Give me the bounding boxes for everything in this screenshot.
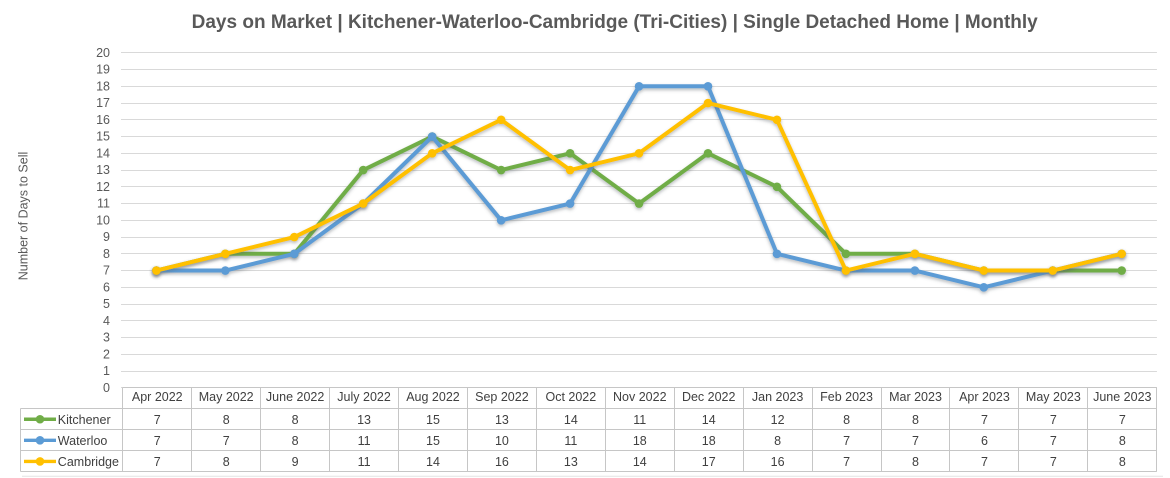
- svg-text:8: 8: [223, 413, 230, 427]
- svg-text:13: 13: [495, 413, 509, 427]
- svg-text:June 2023: June 2023: [1093, 390, 1151, 404]
- svg-text:9: 9: [103, 230, 110, 244]
- svg-text:11: 11: [358, 434, 371, 448]
- svg-text:Oct 2022: Oct 2022: [545, 390, 596, 404]
- svg-text:11: 11: [633, 413, 646, 427]
- svg-text:Number of Days to Sell: Number of Days to Sell: [16, 152, 30, 281]
- svg-text:Apr 2023: Apr 2023: [959, 390, 1010, 404]
- svg-text:1: 1: [103, 364, 110, 378]
- svg-text:13: 13: [96, 163, 110, 177]
- svg-text:8: 8: [1119, 434, 1126, 448]
- svg-text:7: 7: [103, 264, 110, 278]
- svg-text:7: 7: [154, 455, 161, 469]
- svg-text:8: 8: [843, 413, 850, 427]
- svg-text:12: 12: [771, 413, 785, 427]
- svg-text:5: 5: [103, 297, 110, 311]
- svg-text:Nov 2022: Nov 2022: [613, 390, 667, 404]
- svg-text:10: 10: [96, 213, 110, 227]
- svg-text:8: 8: [774, 434, 781, 448]
- svg-text:6: 6: [103, 280, 110, 294]
- svg-text:17: 17: [702, 455, 716, 469]
- svg-text:8: 8: [292, 434, 299, 448]
- svg-text:Feb 2023: Feb 2023: [820, 390, 873, 404]
- svg-text:8: 8: [912, 455, 919, 469]
- svg-text:10: 10: [495, 434, 509, 448]
- svg-text:Apr 2022: Apr 2022: [132, 390, 183, 404]
- svg-text:18: 18: [702, 434, 716, 448]
- svg-text:Aug 2022: Aug 2022: [406, 390, 460, 404]
- svg-text:0: 0: [103, 381, 110, 395]
- svg-text:14: 14: [702, 413, 716, 427]
- svg-text:8: 8: [292, 413, 299, 427]
- svg-text:18: 18: [96, 79, 110, 93]
- svg-text:9: 9: [292, 455, 299, 469]
- svg-text:16: 16: [495, 455, 509, 469]
- svg-text:7: 7: [154, 434, 161, 448]
- svg-text:13: 13: [357, 413, 371, 427]
- svg-text:8: 8: [103, 247, 110, 261]
- svg-text:15: 15: [96, 130, 110, 144]
- svg-text:18: 18: [633, 434, 647, 448]
- svg-text:7: 7: [843, 455, 850, 469]
- svg-text:Days on Market | Kitchener-Wat: Days on Market | Kitchener-Waterloo-Camb…: [192, 12, 1039, 33]
- svg-text:3: 3: [103, 331, 110, 345]
- svg-text:14: 14: [633, 455, 647, 469]
- svg-text:14: 14: [564, 413, 578, 427]
- svg-text:7: 7: [1050, 413, 1057, 427]
- svg-text:15: 15: [426, 413, 440, 427]
- svg-text:16: 16: [96, 113, 110, 127]
- svg-text:7: 7: [1050, 434, 1057, 448]
- svg-text:May 2022: May 2022: [199, 390, 254, 404]
- svg-text:8: 8: [912, 413, 919, 427]
- svg-text:14: 14: [426, 455, 440, 469]
- svg-text:15: 15: [426, 434, 440, 448]
- svg-text:14: 14: [96, 146, 110, 160]
- svg-text:May 2023: May 2023: [1026, 390, 1081, 404]
- svg-text:Cambridge: Cambridge: [58, 455, 119, 469]
- svg-text:19: 19: [96, 63, 110, 77]
- svg-text:Dec 2022: Dec 2022: [682, 390, 736, 404]
- svg-text:11: 11: [564, 434, 577, 448]
- svg-text:7: 7: [1119, 413, 1126, 427]
- svg-text:12: 12: [96, 180, 110, 194]
- svg-text:8: 8: [1119, 455, 1126, 469]
- svg-text:7: 7: [981, 413, 988, 427]
- svg-text:4: 4: [103, 314, 110, 328]
- svg-text:7: 7: [154, 413, 161, 427]
- svg-text:20: 20: [96, 46, 110, 60]
- svg-text:Sep 2022: Sep 2022: [475, 390, 529, 404]
- svg-text:Kitchener: Kitchener: [58, 413, 111, 427]
- svg-text:Waterloo: Waterloo: [58, 434, 108, 448]
- svg-text:7: 7: [912, 434, 919, 448]
- svg-text:Jan 2023: Jan 2023: [752, 390, 803, 404]
- svg-text:June 2022: June 2022: [266, 390, 324, 404]
- svg-text:7: 7: [223, 434, 230, 448]
- svg-text:11: 11: [358, 455, 371, 469]
- svg-text:7: 7: [843, 434, 850, 448]
- svg-text:11: 11: [97, 197, 110, 211]
- svg-text:8: 8: [223, 455, 230, 469]
- svg-text:July 2022: July 2022: [337, 390, 391, 404]
- svg-text:6: 6: [981, 434, 988, 448]
- svg-text:Mar 2023: Mar 2023: [889, 390, 942, 404]
- svg-text:16: 16: [771, 455, 785, 469]
- svg-text:7: 7: [1050, 455, 1057, 469]
- svg-text:7: 7: [981, 455, 988, 469]
- svg-text:17: 17: [96, 96, 110, 110]
- svg-text:2: 2: [103, 347, 110, 361]
- svg-text:13: 13: [564, 455, 578, 469]
